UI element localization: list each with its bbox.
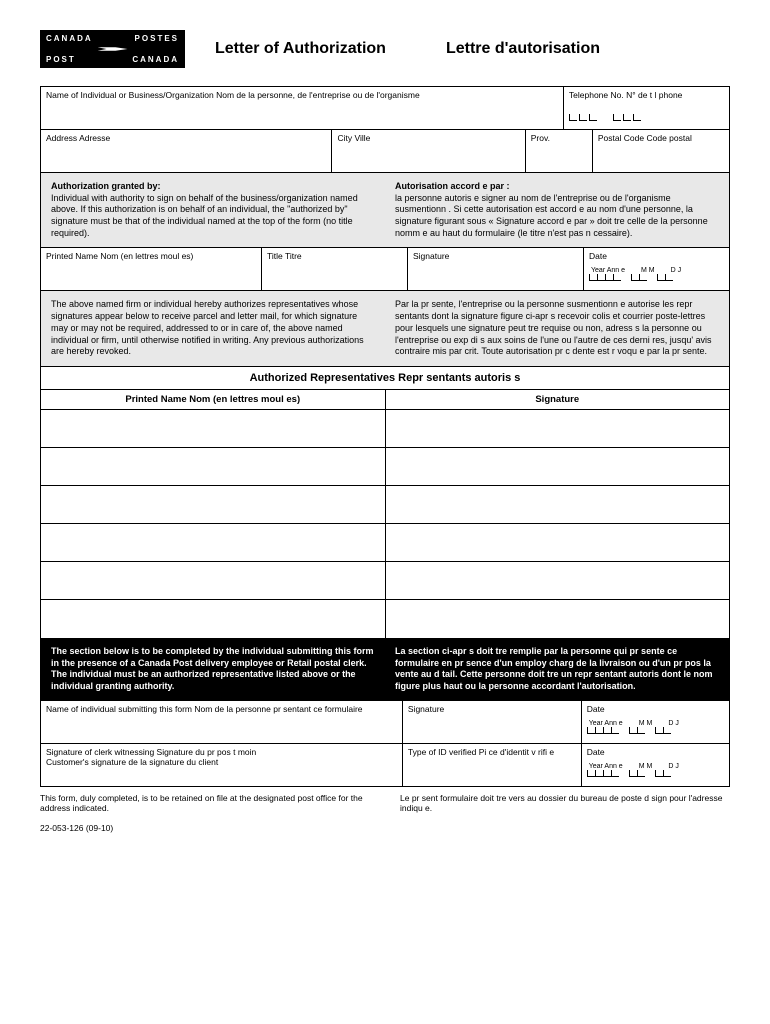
logo-text: CANADA <box>132 55 179 64</box>
reps-columns: Printed Name Nom (en lettres moul es) Si… <box>41 390 729 410</box>
hereby-en: The above named firm or individual hereb… <box>51 299 375 357</box>
label: Signature <box>413 251 578 261</box>
row-clerk: Signature of clerk witnessing Signature … <box>41 744 729 786</box>
field-postal[interactable]: Postal Code Code postal <box>593 130 729 172</box>
date-mm-label: M M <box>641 267 655 274</box>
date-year-label: Year Ann e <box>591 267 625 274</box>
footer-note: This form, duly completed, is to be reta… <box>40 793 730 813</box>
heading: Autorisation accord e par : <box>395 181 719 193</box>
row-name-tel: Name of Individual or Business/Organizat… <box>41 87 729 130</box>
field-city[interactable]: City Ville <box>332 130 525 172</box>
page-title: Letter of Authorization Lettre d'autoris… <box>215 40 600 58</box>
auth-en: Authorization granted by: Individual wit… <box>51 181 375 239</box>
row-address: Address Adresse City Ville Prov. Postal … <box>41 130 729 173</box>
auth-fr: Autorisation accord e par : la personne … <box>395 181 719 239</box>
field-prov[interactable]: Prov. <box>526 130 593 172</box>
field-signature[interactable]: Signature <box>403 701 582 743</box>
logo-text: POST <box>46 55 76 64</box>
form-container: Name of Individual or Business/Organizat… <box>40 86 730 787</box>
date-dj-label: D J <box>671 267 682 274</box>
instruction-blackbar: The section below is to be completed by … <box>41 638 729 701</box>
label: Printed Name Nom (en lettres moul es) <box>46 251 256 261</box>
body: Individual with authority to sign on beh… <box>51 193 375 240</box>
label: Date <box>587 747 724 757</box>
label: Signature <box>408 704 576 714</box>
rep-row[interactable] <box>41 486 729 524</box>
title-fr: Lettre d'autorisation <box>446 40 600 58</box>
field-date[interactable]: Date Year Ann e M M D J <box>582 701 729 743</box>
label: Customer's signature de la signature du … <box>46 757 397 767</box>
blackbar-fr: La section ci-apr s doit tre remplie par… <box>395 646 719 693</box>
label: City Ville <box>337 133 519 143</box>
date-dj-label: D J <box>668 720 679 727</box>
label: Telephone No. N° de t l phone <box>569 90 724 100</box>
title-en: Letter of Authorization <box>215 40 386 58</box>
label: Date <box>589 251 724 261</box>
footer-en: This form, duly completed, is to be reta… <box>40 793 370 813</box>
field-printed-name[interactable]: Printed Name Nom (en lettres moul es) <box>41 248 262 290</box>
field-signature[interactable]: Signature <box>408 248 584 290</box>
label: Title Titre <box>267 251 402 261</box>
label: Postal Code Code postal <box>598 133 724 143</box>
logo-text: CANADA <box>46 34 93 43</box>
hereby-section: The above named firm or individual hereb… <box>41 291 729 366</box>
reps-heading: Authorized Representatives Repr sentants… <box>41 367 729 390</box>
label: Address Adresse <box>46 133 326 143</box>
label: Name of Individual or Business/Organizat… <box>46 90 558 100</box>
date-dj-label: D J <box>668 763 679 770</box>
rep-row[interactable] <box>41 410 729 448</box>
logo-wing-icon <box>98 40 128 58</box>
label: Signature of clerk witnessing Signature … <box>46 747 397 757</box>
rep-row[interactable] <box>41 562 729 600</box>
form-number: 22-053-126 (09-10) <box>40 823 730 833</box>
field-name[interactable]: Name of Individual or Business/Organizat… <box>41 87 564 129</box>
blackbar-en: The section below is to be completed by … <box>51 646 375 693</box>
rep-row[interactable] <box>41 524 729 562</box>
label: Date <box>587 704 724 714</box>
date-mm-label: M M <box>639 720 653 727</box>
date-mm-label: M M <box>639 763 653 770</box>
rep-row[interactable] <box>41 448 729 486</box>
field-date[interactable]: Date Year Ann e M M D J <box>582 744 729 786</box>
logo-text: POSTES <box>135 34 179 43</box>
col-printed-name: Printed Name Nom (en lettres moul es) <box>41 390 386 409</box>
col-signature: Signature <box>386 390 730 409</box>
field-address[interactable]: Address Adresse <box>41 130 332 172</box>
hereby-fr: Par la pr sente, l'entreprise ou la pers… <box>395 299 719 357</box>
auth-granted-section: Authorization granted by: Individual wit… <box>41 173 729 248</box>
field-title[interactable]: Title Titre <box>262 248 408 290</box>
rep-row[interactable] <box>41 600 729 638</box>
date-year-label: Year Ann e <box>589 763 623 770</box>
field-submitter-name[interactable]: Name of individual submitting this form … <box>41 701 403 743</box>
heading: Authorization granted by: <box>51 181 375 193</box>
label: Type of ID verified Pi ce d'identit v ri… <box>408 747 576 757</box>
row-submitter: Name of individual submitting this form … <box>41 701 729 744</box>
body: la personne autoris e signer au nom de l… <box>395 193 719 240</box>
field-id-type[interactable]: Type of ID verified Pi ce d'identit v ri… <box>403 744 582 786</box>
date-year-label: Year Ann e <box>589 720 623 727</box>
label: Name of individual submitting this form … <box>46 704 397 714</box>
header: CANADA POSTES POST CANADA Letter of Auth… <box>40 30 730 68</box>
row-printed-sig: Printed Name Nom (en lettres moul es) Ti… <box>41 248 729 291</box>
field-date[interactable]: Date Year Ann e M M D J <box>584 248 729 290</box>
footer-fr: Le pr sent formulaire doit tre vers au d… <box>400 793 730 813</box>
label: Prov. <box>531 133 587 143</box>
field-clerk-signature[interactable]: Signature of clerk witnessing Signature … <box>41 744 403 786</box>
field-telephone[interactable]: Telephone No. N° de t l phone <box>564 87 729 129</box>
canada-post-logo: CANADA POSTES POST CANADA <box>40 30 185 68</box>
